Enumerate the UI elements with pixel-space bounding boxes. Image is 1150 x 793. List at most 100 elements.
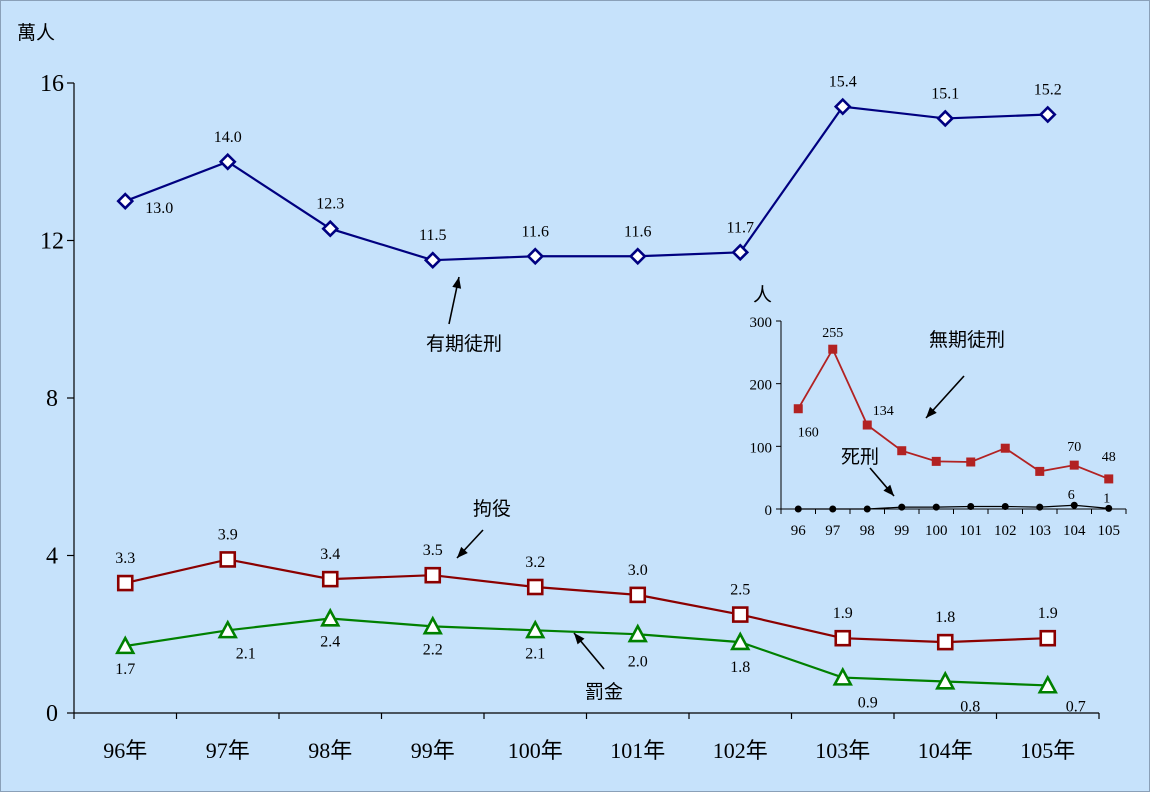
inset-data-point bbox=[794, 505, 802, 513]
inset-data-point bbox=[1000, 443, 1010, 453]
data-point bbox=[1037, 674, 1058, 694]
data-label: 0.7 bbox=[1066, 698, 1086, 715]
inset-x-tick-label: 96 bbox=[791, 523, 807, 539]
callout-arrow-head bbox=[574, 633, 585, 645]
inset-data-point bbox=[898, 503, 906, 511]
data-label: 1.9 bbox=[833, 605, 853, 622]
data-point bbox=[627, 623, 648, 643]
x-tick-label: 99年 bbox=[411, 738, 455, 763]
data-label: 11.5 bbox=[419, 227, 446, 244]
inset-data-point bbox=[1036, 503, 1044, 511]
inset-data-point bbox=[966, 457, 976, 467]
data-label: 2.0 bbox=[628, 653, 648, 670]
data-point bbox=[320, 607, 341, 627]
data-label: 15.2 bbox=[1034, 82, 1062, 99]
data-label: 2.5 bbox=[730, 582, 750, 599]
inset-data-point bbox=[863, 505, 871, 513]
y-tick-label: 8 bbox=[46, 386, 58, 412]
data-label: 11.6 bbox=[522, 223, 549, 240]
data-label: 0.8 bbox=[960, 699, 980, 716]
data-point bbox=[424, 566, 442, 584]
data-label: 1.8 bbox=[730, 659, 750, 676]
inset-x-tick-label: 100 bbox=[925, 523, 948, 539]
series-name-death: 死刑 bbox=[841, 446, 879, 468]
inset-data-point bbox=[897, 446, 907, 456]
data-point bbox=[629, 586, 647, 604]
series-name-fine: 罰金 bbox=[585, 681, 623, 703]
x-tick-label: 102年 bbox=[713, 738, 768, 763]
inset-series-line-0 bbox=[797, 347, 1110, 480]
inset-x-tick-label: 98 bbox=[860, 523, 875, 539]
inset-unit-label: 人 bbox=[753, 284, 772, 306]
inset-x-tick-label: 103 bbox=[1029, 523, 1052, 539]
inset-data-label: 1 bbox=[1103, 491, 1110, 506]
x-tick-label: 97年 bbox=[206, 738, 250, 763]
data-label: 3.2 bbox=[525, 554, 545, 571]
data-label: 3.9 bbox=[218, 526, 238, 543]
inset-y-tick-label: 200 bbox=[750, 378, 773, 394]
data-label: 13.0 bbox=[145, 200, 173, 217]
data-label: 3.4 bbox=[320, 546, 340, 563]
x-tick-label: 104年 bbox=[918, 738, 973, 763]
inset-data-point bbox=[1069, 460, 1079, 470]
x-tick-label: 96年 bbox=[103, 738, 147, 763]
data-label: 3.3 bbox=[115, 550, 135, 567]
inset-x-tick-label: 101 bbox=[960, 523, 983, 539]
data-point bbox=[936, 109, 955, 128]
data-point bbox=[628, 247, 647, 266]
data-point bbox=[525, 619, 546, 639]
x-tick-label: 98年 bbox=[308, 738, 352, 763]
inset-x-tick-label: 99 bbox=[894, 523, 909, 539]
data-point bbox=[731, 243, 750, 262]
data-point bbox=[526, 578, 544, 596]
series-line-0 bbox=[124, 105, 1048, 262]
inset-y-tick-label: 100 bbox=[750, 440, 773, 456]
inset-data-point bbox=[793, 404, 803, 414]
inset-data-label: 48 bbox=[1102, 450, 1116, 465]
inset-y-tick-label: 300 bbox=[750, 315, 773, 331]
inset-data-label: 255 bbox=[822, 326, 843, 341]
data-label: 2.1 bbox=[525, 645, 545, 662]
callout-arrow-head bbox=[452, 277, 462, 289]
data-label: 2.4 bbox=[320, 634, 340, 651]
data-label: 1.8 bbox=[935, 609, 955, 626]
data-label: 14.0 bbox=[214, 129, 242, 146]
series-line-1 bbox=[125, 558, 1048, 644]
series-name-detention: 拘役 bbox=[473, 498, 511, 520]
data-point bbox=[116, 574, 134, 592]
data-point bbox=[731, 606, 749, 623]
y-tick-label: 4 bbox=[46, 544, 58, 570]
data-label: 0.9 bbox=[858, 695, 878, 712]
callout-arrow-head bbox=[883, 484, 894, 496]
unit-label: 萬人 bbox=[17, 22, 55, 44]
callout-arrow-head bbox=[457, 546, 468, 558]
inset-data-label: 160 bbox=[798, 426, 819, 441]
inset-data-point bbox=[931, 456, 941, 466]
inset-data-label: 6 bbox=[1068, 488, 1075, 503]
data-point bbox=[730, 631, 751, 651]
data-point bbox=[423, 251, 442, 270]
data-point bbox=[219, 551, 237, 568]
data-point bbox=[833, 97, 852, 116]
inset-data-point bbox=[1001, 502, 1009, 510]
y-tick-label: 12 bbox=[40, 229, 64, 255]
inset-data-label: 134 bbox=[873, 404, 894, 419]
data-label: 3.0 bbox=[628, 562, 648, 579]
data-label: 15.1 bbox=[931, 85, 959, 102]
series-name-fixed-term: 有期徒刑 bbox=[426, 333, 502, 355]
data-label: 2.2 bbox=[423, 641, 443, 658]
data-label: 2.1 bbox=[236, 645, 256, 662]
inset-data-point bbox=[1104, 474, 1114, 484]
inset-data-label: 70 bbox=[1067, 440, 1081, 455]
y-tick-label: 16 bbox=[40, 71, 64, 97]
data-point bbox=[321, 570, 339, 588]
inset-data-point bbox=[829, 505, 837, 513]
data-label: 1.7 bbox=[115, 661, 135, 678]
data-point bbox=[217, 619, 238, 639]
data-point bbox=[935, 670, 956, 690]
inset-series-line-1 bbox=[798, 504, 1109, 510]
data-label: 15.4 bbox=[829, 74, 857, 91]
inset-data-point bbox=[967, 502, 975, 510]
x-tick-label: 105年 bbox=[1020, 738, 1075, 763]
